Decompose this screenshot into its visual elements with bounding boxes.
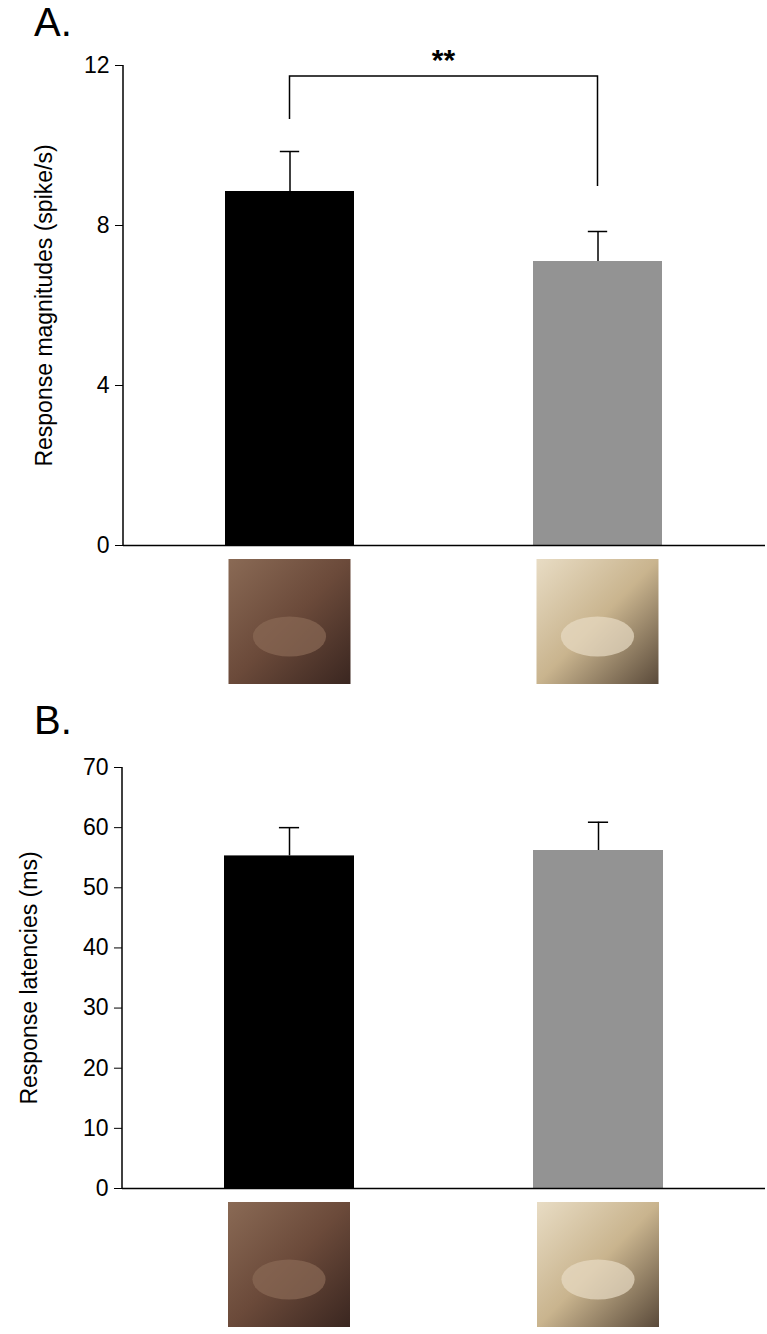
- svg-text:4: 4: [97, 372, 110, 398]
- svg-text:60: 60: [83, 814, 109, 840]
- svg-text:30: 30: [83, 994, 109, 1020]
- svg-text:50: 50: [83, 874, 109, 900]
- svg-text:12: 12: [84, 52, 110, 78]
- html-text:B.: B.: [34, 698, 72, 742]
- svg-text:**: **: [432, 43, 456, 76]
- svg-text:0: 0: [97, 532, 110, 558]
- svg-text:Response magnitudes (spike/s): Response magnitudes (spike/s): [31, 144, 57, 466]
- svg-text:20: 20: [83, 1055, 109, 1081]
- svg-text:0: 0: [96, 1175, 109, 1201]
- svg-text:10: 10: [83, 1115, 109, 1141]
- svg-text:40: 40: [83, 934, 109, 960]
- svg-text:Response latencies (ms): Response latencies (ms): [16, 851, 42, 1104]
- svg-text:70: 70: [83, 754, 109, 780]
- svg-text:8: 8: [97, 212, 110, 238]
- html-text:A.: A.: [34, 0, 72, 44]
